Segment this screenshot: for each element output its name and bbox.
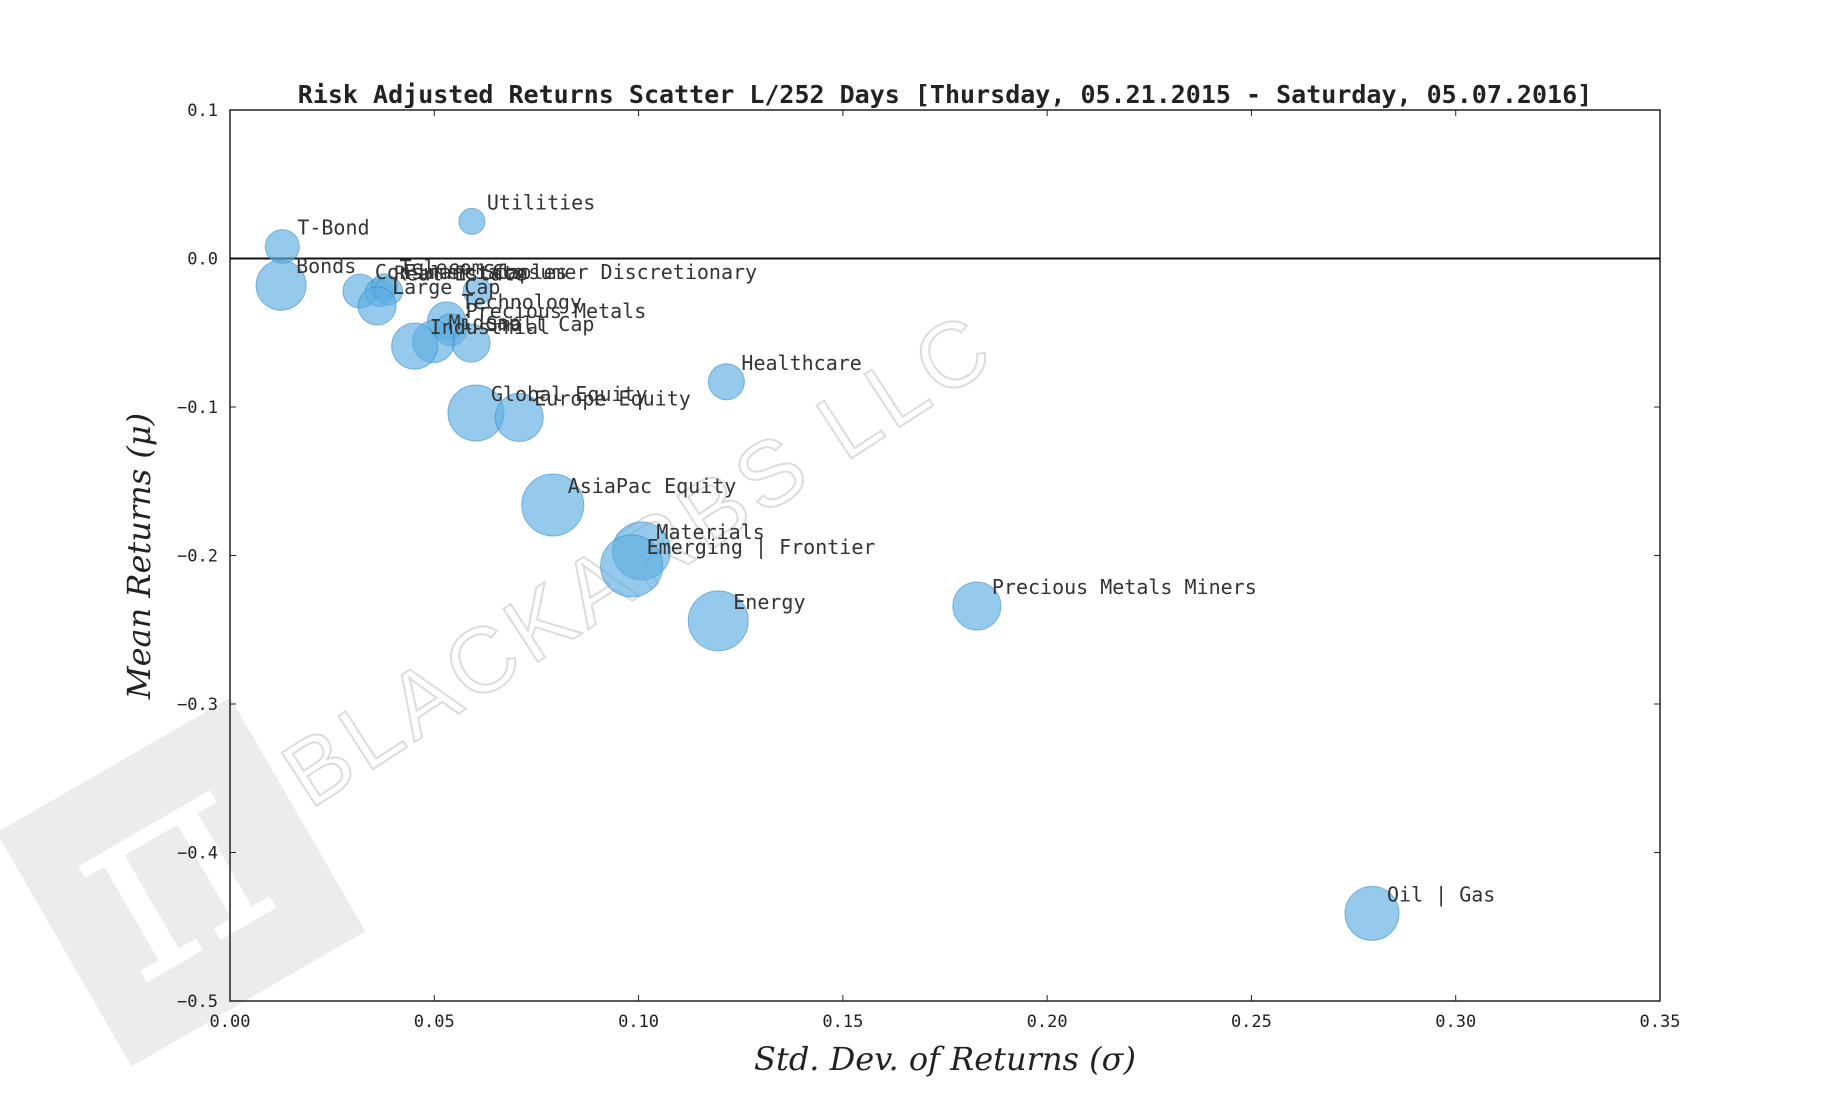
data-point	[952, 581, 1002, 631]
x-tick-label: 0.10	[618, 1012, 659, 1032]
y-tick-label: −0.3	[177, 695, 218, 715]
data-point-label: Telecom	[399, 256, 483, 280]
y-tick-label: 0.1	[187, 101, 218, 121]
data-point-label: Utilities	[487, 190, 595, 214]
point-labels: Utilities T-Bond Bonds Consumer StaplesReal…	[296, 190, 1495, 906]
data-point-label: Precious Metals Miners	[992, 575, 1257, 599]
data-point-label: Consumer Staples	[375, 260, 568, 284]
y-tick-label: −0.2	[177, 547, 218, 567]
data-point-label: Bonds	[296, 254, 356, 278]
x-tick-label: 0.05	[414, 1012, 455, 1032]
data-point	[707, 363, 745, 401]
data-point-label: Europe Equity	[534, 386, 691, 410]
data-point-label: Consumer Discretionary	[492, 260, 757, 284]
y-tick-label: −0.4	[177, 844, 218, 864]
data-point	[494, 392, 544, 442]
y-tick-label: 0.0	[187, 250, 218, 270]
x-tick-label: 0.20	[1027, 1012, 1068, 1032]
data-point-label: Emerging | Frontier	[647, 535, 876, 559]
data-points	[255, 207, 1400, 941]
data-point-label: Large Cap	[392, 275, 500, 299]
data-point-label: Technology	[462, 290, 582, 314]
x-tick-label: 0.15	[822, 1012, 863, 1032]
data-point	[255, 259, 307, 311]
y-tick-label: −0.1	[177, 398, 218, 418]
y-tick-label: −0.5	[177, 992, 218, 1012]
data-point-label: Global Equity	[491, 382, 648, 406]
data-point	[458, 207, 486, 235]
data-point-label: Industrial	[430, 315, 550, 339]
data-point-label: Energy	[733, 590, 805, 614]
x-axis-label: Std. Dev. of Returns (σ)	[754, 1040, 1136, 1078]
data-point-label: Small Cap	[486, 312, 594, 336]
data-point	[462, 276, 492, 306]
data-point	[521, 473, 585, 537]
data-point-label: Precious Metals	[466, 299, 647, 323]
data-point-label: Financials	[404, 260, 524, 284]
x-tick-label: 0.30	[1435, 1012, 1476, 1032]
data-point	[264, 229, 300, 265]
data-point-label: Oil | Gas	[1387, 882, 1495, 906]
x-tick-label: 0.25	[1231, 1012, 1272, 1032]
x-tick-label: 0.00	[210, 1012, 251, 1032]
data-point-label: Healthcare	[741, 351, 861, 375]
data-point	[357, 286, 397, 326]
data-point	[1344, 885, 1400, 941]
axis-ticks: 0.00 0.05 0.10 0.15 0.20 0.25 0.30 0.35 0.1 0.0 −0…	[177, 101, 1680, 1032]
plot-frame	[229, 109, 1661, 1002]
data-point-label: Materials	[656, 520, 764, 544]
data-point-label: T-Bond	[297, 216, 369, 240]
x-tick-label: 0.35	[1640, 1012, 1681, 1032]
data-point-label: Midcap	[448, 311, 520, 335]
data-point	[391, 322, 439, 370]
data-point-label: AsiaPac Equity	[568, 474, 737, 498]
data-point-label: Real Estate	[394, 262, 526, 286]
y-axis-label: Mean Returns (μ)	[120, 413, 158, 700]
data-point	[600, 534, 664, 598]
data-point	[687, 590, 749, 652]
chart-title: Risk Adjusted Returns Scatter L/252 Days…	[298, 80, 1592, 109]
